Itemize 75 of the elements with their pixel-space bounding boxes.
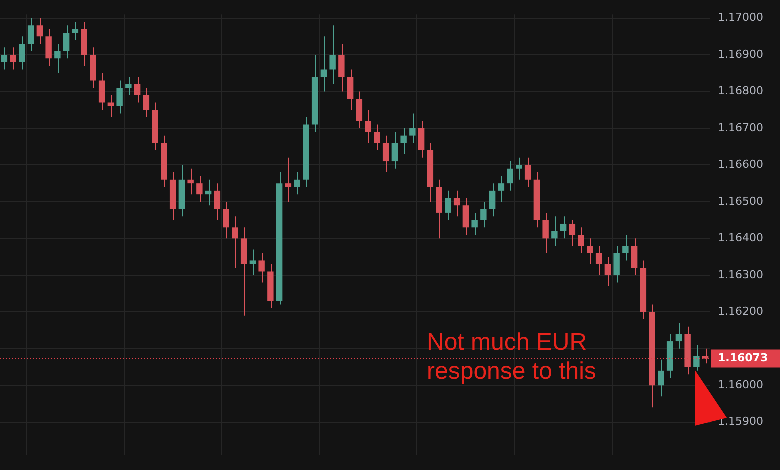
candlestick <box>223 201 230 240</box>
candlestick <box>72 21 79 41</box>
candlestick <box>347 69 354 111</box>
y-tick-label: 1.16500 <box>718 194 764 208</box>
candlestick <box>116 80 123 114</box>
ref-line-label: 1.16073 <box>718 352 768 365</box>
candlestick <box>188 168 194 196</box>
candlestick <box>445 190 452 221</box>
candlestick <box>258 252 265 284</box>
candlestick <box>489 183 496 218</box>
candlestick <box>36 18 44 44</box>
candlestick <box>356 91 363 129</box>
candlestick <box>542 212 549 254</box>
candlestick <box>54 43 61 74</box>
candlestick <box>524 157 532 188</box>
candlestick <box>676 322 682 350</box>
candlestick <box>560 216 567 240</box>
candlestick <box>134 76 141 104</box>
candlestick <box>507 161 514 192</box>
y-tick-label: 1.16700 <box>718 121 764 134</box>
candlestick <box>250 249 256 276</box>
y-tick-label: 1.17000 <box>718 11 764 24</box>
candlestick <box>596 246 602 276</box>
y-tick-label: 1.16300 <box>718 268 764 282</box>
candlestick <box>454 190 460 218</box>
candlestick <box>614 246 620 284</box>
candlestick <box>622 234 629 262</box>
y-tick-label: 1.16800 <box>718 84 764 98</box>
candlestick <box>338 43 345 92</box>
candlestick <box>516 157 522 180</box>
candlestick <box>320 36 328 92</box>
candlestick <box>400 128 407 155</box>
candlestick <box>143 88 150 118</box>
candlestick <box>658 359 664 398</box>
candlestick <box>232 216 238 269</box>
candlestick <box>1 47 8 70</box>
candlestick <box>196 176 203 202</box>
candlestick <box>578 227 584 254</box>
y-tick-label: 1.16900 <box>718 48 764 61</box>
y-tick-label: 1.16200 <box>718 305 764 318</box>
candlestick <box>410 113 416 144</box>
candlestick <box>631 238 638 276</box>
candlestick <box>480 201 487 228</box>
candlestick <box>382 135 390 174</box>
candlestick <box>28 18 34 52</box>
y-tick-label: 1.16400 <box>718 232 764 245</box>
candlestick <box>98 72 106 111</box>
y-tick-label: 1.16000 <box>718 378 764 392</box>
candlestick <box>19 36 26 70</box>
candlestick <box>569 220 576 247</box>
candlestick <box>694 344 700 372</box>
candlestick <box>214 183 221 221</box>
candlestick <box>63 25 70 60</box>
candlestick <box>462 198 470 236</box>
candlestick <box>330 25 336 85</box>
candlestick <box>205 179 212 206</box>
candlestick <box>294 172 300 196</box>
candlestick <box>365 110 372 144</box>
candlestick <box>498 176 505 202</box>
annotation: Not much EUR response to this <box>427 328 598 386</box>
candlestick <box>552 216 558 247</box>
candlestick <box>126 76 132 96</box>
candlestick <box>418 120 425 158</box>
candlestick <box>108 94 114 118</box>
y-tick-label: 1.15900 <box>718 415 764 428</box>
candlestick <box>587 238 594 265</box>
candlestick <box>285 157 292 202</box>
candlestick <box>392 132 398 170</box>
candlestick <box>472 212 478 236</box>
y-tick-label: 1.16600 <box>718 158 764 172</box>
candlestick <box>374 124 380 152</box>
candlestick <box>10 47 16 70</box>
candlestick <box>46 28 52 67</box>
candlestick <box>702 348 709 364</box>
candlestick <box>604 256 612 287</box>
